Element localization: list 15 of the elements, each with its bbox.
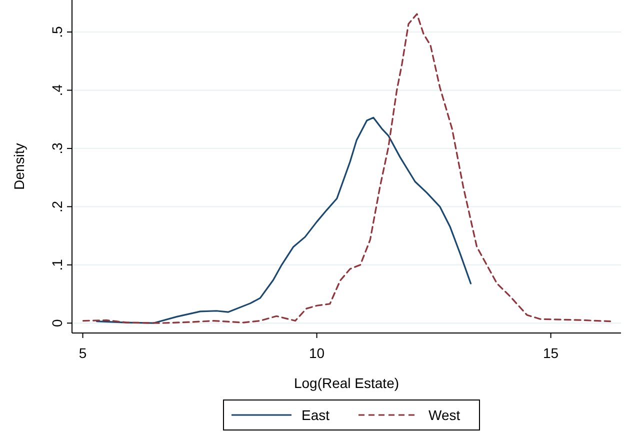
line-series [82,13,612,324]
line-series [96,116,472,324]
x-tick-label: 10 [308,345,325,361]
y-tick-label: .4 [49,84,65,96]
legend-label: East [302,407,330,423]
y-tick-label: 0 [49,319,65,327]
x-axis-title: Log(Real Estate) [294,375,400,391]
y-tick-label: .1 [49,258,65,271]
y-tick-label: .3 [49,142,65,154]
x-tick-label: 5 [78,345,87,361]
x-tick-label: 15 [543,345,559,361]
y-axis-title: Density [11,143,27,190]
y-tick-label: .5 [49,26,65,38]
y-tick-label: .2 [49,200,65,213]
legend-label: West [428,407,460,423]
